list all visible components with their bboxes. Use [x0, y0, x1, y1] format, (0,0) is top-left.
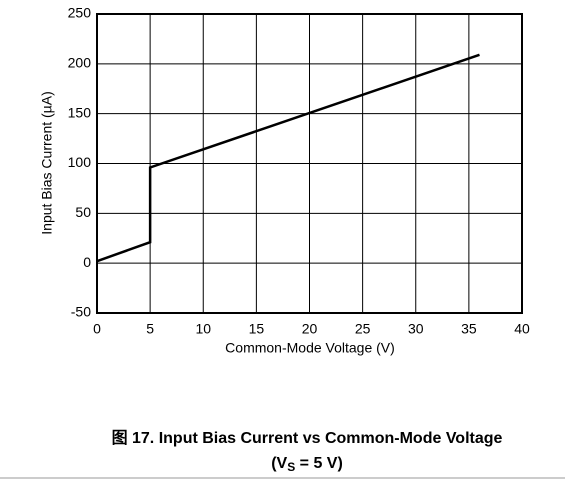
y-tick-label: 250: [68, 5, 92, 21]
y-tick-label: 150: [68, 104, 92, 120]
y-axis-label: Input Bias Current (µA): [39, 91, 55, 234]
x-tick-label: 5: [146, 321, 154, 337]
y-tick-label: -50: [71, 304, 91, 320]
x-tick-label: 0: [93, 321, 101, 337]
y-tick-label: 0: [83, 254, 91, 270]
x-tick-label: 35: [461, 321, 477, 337]
chart-title: 图 17. Input Bias Current vs Common-Mode …: [112, 429, 503, 447]
x-tick-label: 10: [195, 321, 211, 337]
x-axis-label: Common-Mode Voltage (V): [225, 340, 395, 356]
y-tick-label: 50: [75, 204, 91, 220]
x-tick-label: 15: [249, 321, 265, 337]
y-tick-label: 200: [68, 55, 92, 71]
plot-frame: [96, 13, 523, 314]
chart-subtitle: (VS = 5 V): [271, 455, 343, 474]
subtitle-subscript: S: [287, 460, 295, 474]
x-tick-label: 20: [302, 321, 318, 337]
x-tick-label: 40: [514, 321, 530, 337]
subtitle-prefix: (V: [271, 455, 287, 472]
x-tick-label: 30: [408, 321, 424, 337]
data-line: [96, 53, 480, 263]
y-tick-label: 100: [68, 154, 92, 170]
subtitle-suffix: = 5 V): [295, 455, 343, 472]
x-tick-label: 25: [355, 321, 371, 337]
